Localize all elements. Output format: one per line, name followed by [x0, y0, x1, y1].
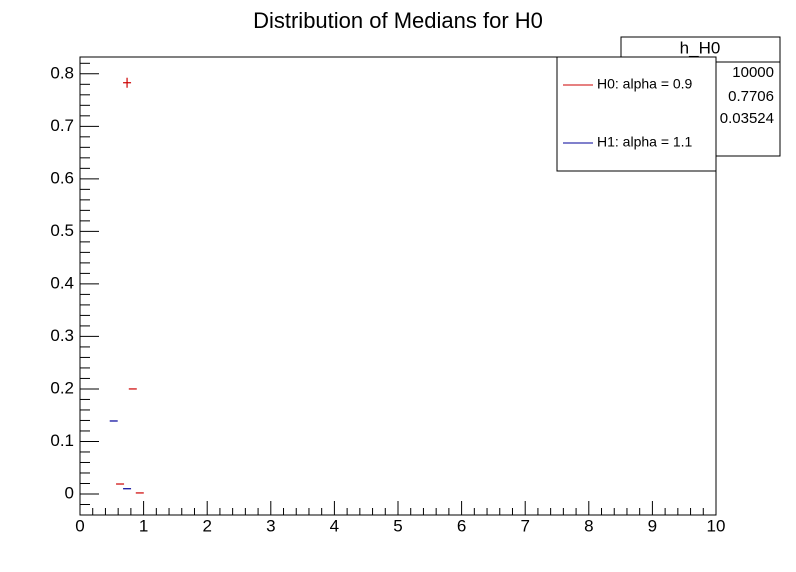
chart-title: Distribution of Medians for H0 [253, 8, 543, 33]
stats-value: 0.03524 [720, 110, 774, 127]
y-tick-label: 0.5 [50, 221, 74, 240]
x-tick-label: 7 [520, 516, 529, 535]
y-tick-label: 0 [65, 483, 74, 502]
x-tick-label: 4 [330, 516, 339, 535]
legend-label: H1: alpha = 1.1 [597, 134, 693, 150]
y-tick-label: 0.4 [50, 273, 74, 292]
x-tick-label: 9 [648, 516, 657, 535]
legend-label: H0: alpha = 0.9 [597, 76, 693, 92]
y-tick-label: 0.2 [50, 378, 74, 397]
y-tick-label: 0.1 [50, 431, 74, 450]
x-tick-label: 10 [707, 516, 726, 535]
x-tick-label: 8 [584, 516, 593, 535]
y-tick-label: 0.6 [50, 168, 74, 187]
stats-title: h_H0 [680, 38, 721, 57]
y-tick-label: 0.8 [50, 63, 74, 82]
x-tick-label: 6 [457, 516, 466, 535]
y-tick-label: 0.7 [50, 116, 74, 135]
x-tick-label: 0 [75, 516, 84, 535]
x-tick-label: 2 [202, 516, 211, 535]
point [123, 77, 132, 88]
y-tick-label: 0.3 [50, 326, 74, 345]
legend-frame [556, 56, 717, 172]
stats-value: 0.7706 [728, 88, 774, 105]
x-tick-label: 3 [266, 516, 275, 535]
stats-value: 10000 [732, 64, 774, 81]
x-tick-label: 1 [139, 516, 148, 535]
x-tick-label: 5 [393, 516, 402, 535]
